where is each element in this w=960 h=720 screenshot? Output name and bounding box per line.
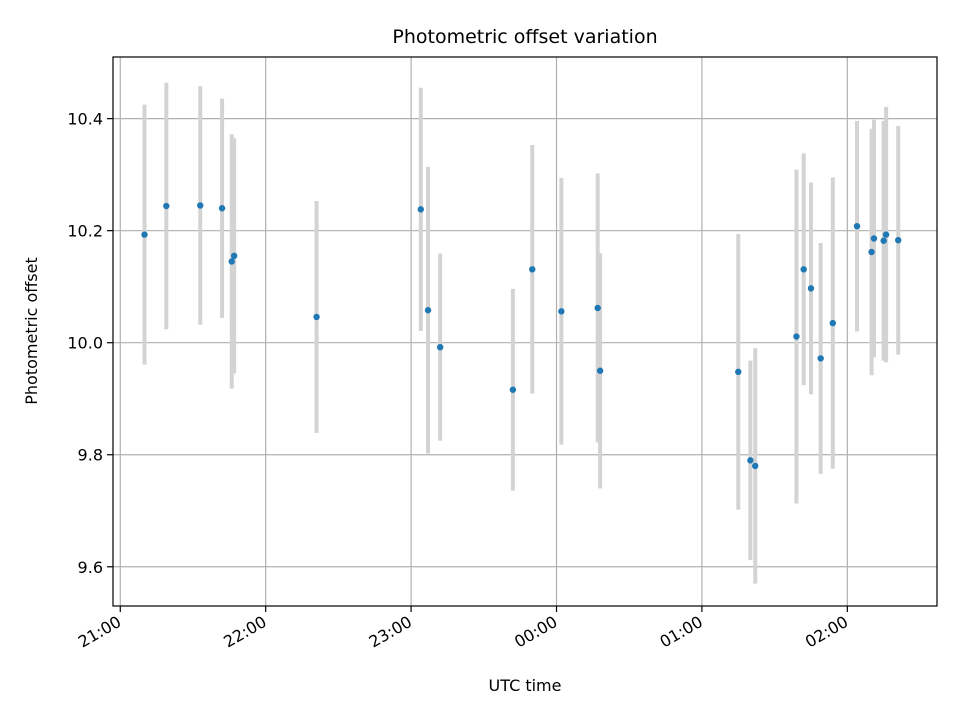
data-point xyxy=(853,222,861,230)
data-point xyxy=(218,205,226,212)
data-point xyxy=(197,202,204,209)
y-axis-title: Photometric offset xyxy=(22,257,41,405)
data-point xyxy=(829,319,836,327)
data-point xyxy=(870,235,878,242)
x-axis-title: UTC time xyxy=(489,676,562,695)
y-tick-label: 9.8 xyxy=(78,446,103,465)
data-point xyxy=(752,462,759,470)
y-tick-label: 10.2 xyxy=(67,222,103,241)
plot-frame xyxy=(112,56,938,607)
data-point xyxy=(529,266,536,273)
data-point xyxy=(230,252,238,260)
data-point xyxy=(807,285,815,292)
grid xyxy=(113,57,937,606)
y-tick-label: 9.6 xyxy=(78,558,103,577)
data-point xyxy=(558,308,565,315)
data-point xyxy=(793,333,800,340)
data-point xyxy=(163,202,170,210)
data-point xyxy=(228,258,235,265)
data-point xyxy=(747,457,754,464)
data-point xyxy=(882,231,890,238)
data-point xyxy=(424,307,432,314)
y-tick-label: 10.4 xyxy=(67,110,103,129)
data-point xyxy=(895,236,902,244)
data-point xyxy=(735,368,742,376)
y-tick-label: 10.0 xyxy=(67,334,103,353)
data-point xyxy=(594,304,601,312)
data-point xyxy=(313,313,320,321)
data-point xyxy=(880,237,887,244)
data-point xyxy=(817,355,824,362)
data-point xyxy=(509,386,517,393)
data-point xyxy=(800,266,807,273)
data-point xyxy=(141,231,148,238)
data-point xyxy=(868,248,875,256)
y-axis: 9.6 9.8 10.0 10.2 10.4 xyxy=(67,110,113,577)
data-point xyxy=(417,206,424,213)
data-point xyxy=(596,367,604,374)
data-point xyxy=(436,343,444,351)
data-points xyxy=(141,202,902,470)
chart-title: Photometric offset variation xyxy=(392,26,657,48)
